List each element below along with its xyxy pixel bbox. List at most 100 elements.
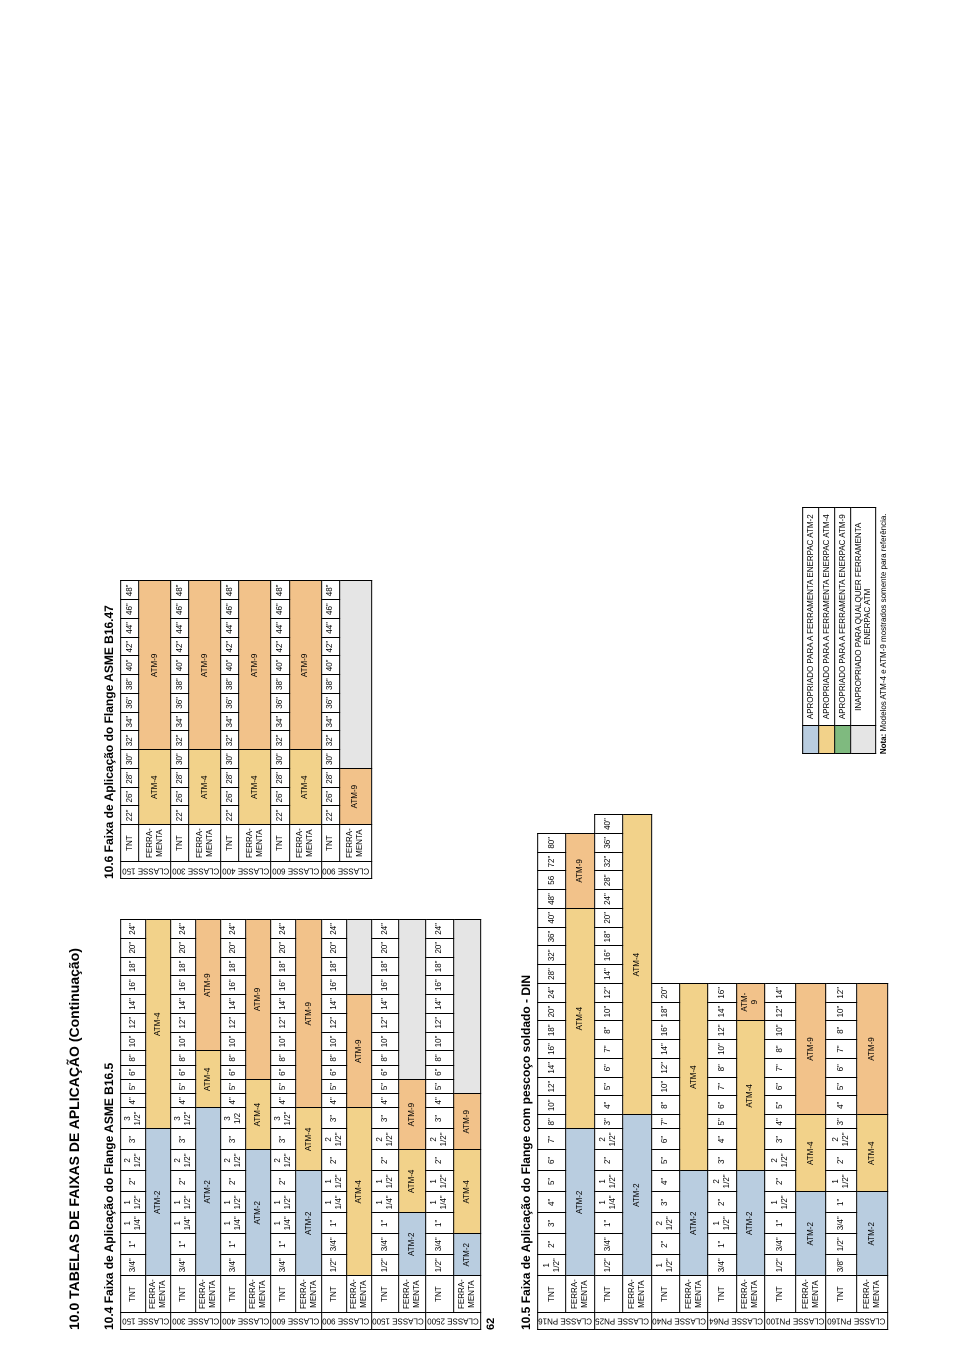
band-cell: ATM-4 xyxy=(566,908,594,1129)
band-cell: ATM-2 xyxy=(680,1171,708,1276)
tnt-label: TNT xyxy=(221,825,239,862)
classe-cell: CLASSE PN25 xyxy=(594,1313,651,1330)
size-cell: 20" xyxy=(538,1002,566,1021)
band-cell: ATM-4 xyxy=(736,1021,764,1171)
size-cell: 10" xyxy=(826,1002,857,1021)
size-cell: 2 1/2" xyxy=(826,1129,857,1150)
tnt-label: TNT xyxy=(121,1276,146,1313)
size-cell: 3" xyxy=(826,1115,857,1129)
size-cell: 2" xyxy=(121,1171,146,1192)
classe-cell: CLASSE PN64 xyxy=(708,1313,765,1330)
size-cell: 40" xyxy=(594,815,622,834)
band-cell: ATM-4 xyxy=(239,750,271,825)
size-cell: 42" xyxy=(221,637,239,656)
size-cell: 28" xyxy=(538,965,566,984)
size-cell: 14" xyxy=(371,995,398,1014)
size-cell: 4" xyxy=(426,1094,453,1108)
size-cell: 3 1/2" xyxy=(171,1108,196,1129)
size-cell: 48" xyxy=(538,890,566,909)
band-cell: ATM-2 xyxy=(623,1115,651,1276)
tnt-label: TNT xyxy=(538,1276,566,1313)
size-cell: 2" xyxy=(651,1234,679,1255)
size-cell: 18" xyxy=(371,957,398,976)
size-cell: 18" xyxy=(221,957,246,976)
size-cell: 26" xyxy=(171,787,189,806)
size-cell: 36" xyxy=(321,694,339,713)
band-cell: ATM-4 xyxy=(453,1150,480,1234)
band-cell: ATM-4 xyxy=(680,983,708,1170)
size-cell: 16" xyxy=(538,1040,566,1059)
legend-swatch xyxy=(834,726,850,754)
tnt-label: TNT xyxy=(321,825,339,862)
classe-cell: CLASSE 900 xyxy=(321,862,371,879)
size-cell: 46" xyxy=(221,600,239,619)
size-cell: 26" xyxy=(121,787,139,806)
table-104: CLASSE 150TNT3/4"1"1 1/4"1 1/2"2"2 1/2"3… xyxy=(120,919,481,1330)
classe-cell: CLASSE 600 xyxy=(271,1313,321,1330)
size-cell: 20" xyxy=(651,983,679,1002)
size-cell: 2" xyxy=(426,1150,453,1171)
size-cell: 4" xyxy=(708,1129,736,1150)
size-cell: 1 1/2" xyxy=(221,1192,246,1213)
size-cell: 10" xyxy=(765,1021,796,1040)
band-cell: ATM-2 xyxy=(246,1150,271,1276)
size-cell: 30" xyxy=(221,750,239,769)
size-cell: 3/8" xyxy=(826,1255,857,1276)
legend-swatch xyxy=(802,726,818,754)
size-cell: 1 1/2" xyxy=(171,1192,196,1213)
size-cell: 44" xyxy=(321,619,339,638)
size-cell: 2" xyxy=(826,1150,857,1171)
size-cell: 3" xyxy=(765,1129,796,1150)
size-cell: 6" xyxy=(321,1065,346,1079)
size-cell: 2 1/2" xyxy=(121,1150,146,1171)
ferra-label: FERRA- MENTA xyxy=(189,825,221,862)
size-cell: 6" xyxy=(765,1077,796,1096)
size-cell: 3/4" xyxy=(321,1234,346,1255)
table-105-container: 10.5 Faixa de Aplicação do Flange com pe… xyxy=(511,814,888,1330)
size-cell: 5" xyxy=(221,1079,246,1093)
size-cell: 6" xyxy=(371,1065,398,1079)
size-cell: 16" xyxy=(171,976,196,995)
size-cell: 3/4" xyxy=(708,1255,736,1276)
size-cell: 1 1/2" xyxy=(651,1255,679,1276)
band-cell: ATM-2 xyxy=(453,1234,480,1276)
size-cell: 6" xyxy=(651,1129,679,1150)
size-cell: 40" xyxy=(538,908,566,927)
size-cell: 1 1/2" xyxy=(271,1192,296,1213)
size-cell: 1 1/2" xyxy=(371,1171,398,1192)
tnt-label: TNT xyxy=(321,1276,346,1313)
ferra-label: FERRA- MENTA xyxy=(139,825,171,862)
size-cell: 8" xyxy=(221,1051,246,1065)
size-cell: 2 1/2" xyxy=(371,1129,398,1150)
size-cell: 46" xyxy=(171,600,189,619)
size-cell: 1 1/4" xyxy=(171,1213,196,1234)
size-cell: 3" xyxy=(426,1108,453,1129)
classe-cell: CLASSE 2500 xyxy=(426,1313,481,1330)
size-cell: 1 1/2" xyxy=(765,1192,796,1213)
size-cell: 1 1/4" xyxy=(594,1192,622,1213)
size-cell: 7" xyxy=(651,1115,679,1129)
size-cell: 2 1/2" xyxy=(221,1150,246,1171)
size-cell: 5" xyxy=(651,1150,679,1171)
size-cell: 48" xyxy=(171,581,189,600)
size-cell: 10" xyxy=(594,1002,622,1021)
size-cell: 80" xyxy=(538,833,566,852)
band-cell: ATM-9 xyxy=(246,920,271,1080)
size-cell: 5" xyxy=(826,1077,857,1096)
size-cell: 1 1/2" xyxy=(708,1213,736,1234)
tnt-label: TNT xyxy=(651,1276,679,1313)
size-cell: 40" xyxy=(121,656,139,675)
size-cell: 10" xyxy=(221,1032,246,1051)
size-cell: 44" xyxy=(121,619,139,638)
band-cell: ATM-9 xyxy=(453,1094,480,1150)
band-cell: ATM-4 xyxy=(289,750,321,825)
size-cell: 36" xyxy=(594,833,622,852)
size-cell: 5" xyxy=(121,1079,146,1093)
size-cell: 28" xyxy=(171,769,189,788)
size-cell: 8" xyxy=(651,1096,679,1115)
size-cell: 2 1/2" xyxy=(765,1150,796,1171)
size-cell: 8" xyxy=(121,1051,146,1065)
size-cell: 2" xyxy=(765,1171,796,1192)
size-cell: 1" xyxy=(594,1213,622,1234)
size-cell: 34" xyxy=(121,712,139,731)
